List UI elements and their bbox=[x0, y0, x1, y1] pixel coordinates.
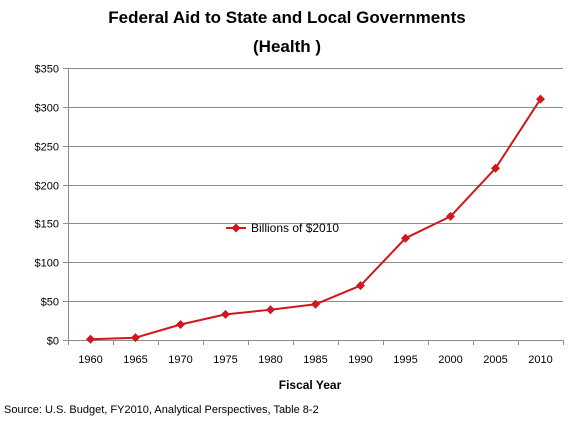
x-tick-label: 1965 bbox=[123, 354, 147, 366]
x-tick-labels: 1960 1965 1970 1975 1980 1985 1990 1995 2000 2005… bbox=[78, 354, 552, 366]
data-point-marker bbox=[86, 334, 95, 344]
legend: Billions of $2010 bbox=[226, 221, 339, 235]
y-tick-label: $250 bbox=[35, 142, 59, 154]
data-point-marker bbox=[401, 233, 410, 243]
gridlines bbox=[68, 68, 563, 302]
y-tick-label: $300 bbox=[35, 103, 59, 115]
data-point-marker bbox=[356, 281, 365, 291]
x-tick-label: 1995 bbox=[393, 354, 417, 366]
y-tick-label: $150 bbox=[35, 219, 59, 231]
y-tick-label: $50 bbox=[41, 297, 59, 309]
chart-title: Federal Aid to State and Local Governmen… bbox=[108, 8, 466, 27]
x-tick-label: 1960 bbox=[78, 354, 102, 366]
y-tick-label: $100 bbox=[35, 258, 59, 270]
data-point-marker bbox=[221, 309, 230, 319]
x-tick-label: 1985 bbox=[303, 354, 327, 366]
x-tick-label: 2000 bbox=[438, 354, 462, 366]
x-tick-label: 1970 bbox=[168, 354, 192, 366]
x-tick-label: 1975 bbox=[213, 354, 237, 366]
x-axis-label: Fiscal Year bbox=[279, 378, 342, 392]
data-point-marker bbox=[176, 319, 185, 329]
x-tick-label: 2010 bbox=[528, 354, 552, 366]
data-point-marker bbox=[311, 299, 320, 309]
y-tick-label: $350 bbox=[35, 64, 59, 76]
chart-subtitle: (Health ) bbox=[253, 37, 321, 56]
legend-marker bbox=[231, 223, 241, 233]
source-note: Source: U.S. Budget, FY2010, Analytical … bbox=[4, 404, 319, 416]
data-point-marker bbox=[491, 163, 500, 173]
data-point-marker bbox=[446, 211, 455, 221]
y-tick-label: $0 bbox=[47, 336, 59, 348]
x-tick-label: 1990 bbox=[348, 354, 372, 366]
y-tick-label: $200 bbox=[35, 181, 59, 193]
y-tick-labels: $0 $50 $100 $150 $200 $250 $300 $350 bbox=[35, 64, 59, 348]
x-tick-label: 1980 bbox=[258, 354, 282, 366]
data-point-marker bbox=[536, 94, 545, 104]
x-tick-label: 2005 bbox=[483, 354, 507, 366]
data-point-marker bbox=[131, 333, 140, 343]
data-point-marker bbox=[266, 305, 275, 315]
legend-label: Billions of $2010 bbox=[251, 221, 339, 235]
data-series bbox=[86, 94, 545, 344]
axes bbox=[63, 68, 564, 345]
